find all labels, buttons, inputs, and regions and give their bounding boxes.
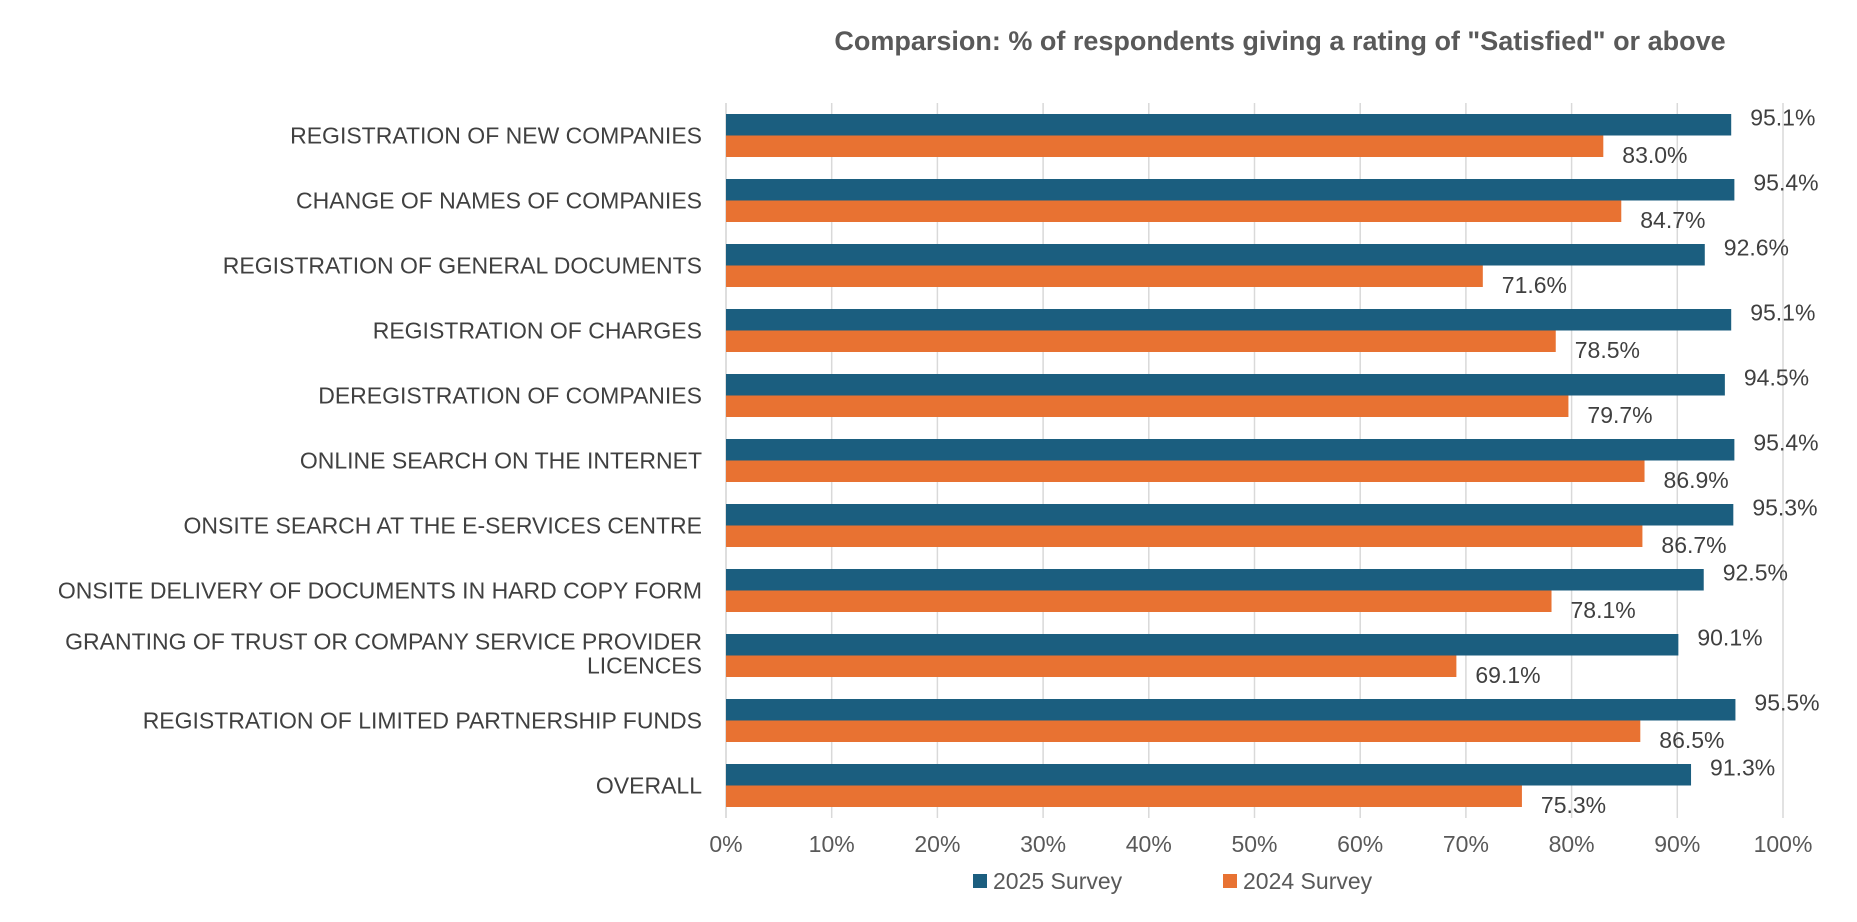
data-label: 95.1%: [1750, 300, 1815, 326]
bar-2024-survey: [726, 460, 1645, 482]
category-label: REGISTRATION OF CHARGES: [373, 318, 702, 344]
bar-2024-survey: [726, 525, 1643, 547]
bar-2024-survey: [726, 590, 1552, 612]
x-axis-tick-labels: 0% 10% 20% 30% 40% 50% 60% 70% 80% 90% 100%: [709, 831, 1812, 857]
bar-2024-survey: [726, 395, 1569, 417]
x-tick-label: 100%: [1754, 831, 1813, 857]
category-labels: REGISTRATION OF NEW COMPANIES CHANGE OF N…: [58, 123, 702, 799]
category-label: REGISTRATION OF LIMITED PARTNERSHIP FUND…: [143, 708, 702, 734]
data-label: 95.3%: [1752, 495, 1817, 521]
bar-2025-survey: [726, 309, 1732, 331]
bar-2025-survey: [726, 764, 1692, 786]
category-label: ONLINE SEARCH ON THE INTERNET: [300, 448, 702, 474]
category-label: OVERALL: [596, 773, 702, 799]
data-label: 90.1%: [1697, 625, 1762, 651]
data-label: 86.7%: [1661, 532, 1726, 558]
legend: 2025 Survey 2024 Survey: [973, 868, 1373, 894]
data-label: 95.5%: [1754, 690, 1819, 716]
data-label: 95.4%: [1753, 170, 1818, 196]
data-label: 91.3%: [1710, 755, 1775, 781]
category-label: LICENCES: [587, 653, 702, 679]
data-label: 95.4%: [1753, 430, 1818, 456]
legend-swatch: [973, 874, 987, 888]
bar-2024-survey: [726, 135, 1604, 157]
bar-2024-survey: [726, 720, 1641, 742]
category-label: DEREGISTRATION OF COMPANIES: [318, 383, 702, 409]
category-label: GRANTING OF TRUST OR COMPANY SERVICE PRO…: [65, 629, 702, 655]
category-label: ONSITE SEARCH AT THE E-SERVICES CENTRE: [184, 513, 702, 539]
data-label: 92.6%: [1724, 235, 1789, 261]
bar-2025-survey: [726, 439, 1735, 461]
bar-2024-survey: [726, 330, 1556, 352]
data-label: 83.0%: [1622, 142, 1687, 168]
x-tick-label: 10%: [809, 831, 855, 857]
x-tick-label: 30%: [1020, 831, 1066, 857]
x-tick-label: 60%: [1337, 831, 1383, 857]
x-tick-label: 40%: [1126, 831, 1172, 857]
category-label: CHANGE OF NAMES OF COMPANIES: [296, 188, 702, 214]
bar-2025-survey: [726, 569, 1704, 591]
bar-2025-survey: [726, 699, 1736, 721]
bar-2024-survey: [726, 785, 1522, 807]
data-label: 94.5%: [1744, 365, 1809, 391]
category-label: ONSITE DELIVERY OF DOCUMENTS IN HARD COP…: [58, 578, 702, 604]
x-tick-label: 70%: [1443, 831, 1489, 857]
data-label: 75.3%: [1541, 792, 1606, 818]
data-label: 86.9%: [1664, 467, 1729, 493]
bar-2025-survey: [726, 634, 1679, 656]
bar-2025-survey: [726, 504, 1734, 526]
bar-2024-survey: [726, 200, 1622, 222]
data-label: 84.7%: [1640, 207, 1705, 233]
bar-2025-survey: [726, 374, 1725, 396]
bar-2025-survey: [726, 244, 1705, 266]
data-label: 71.6%: [1502, 272, 1567, 298]
x-tick-label: 50%: [1231, 831, 1277, 857]
bar-2024-survey: [726, 265, 1483, 287]
data-label: 79.7%: [1587, 402, 1652, 428]
legend-label: 2024 Survey: [1243, 868, 1373, 894]
bars: [726, 114, 1736, 807]
x-tick-label: 80%: [1549, 831, 1595, 857]
data-labels: 95.1% 83.0% 95.4% 84.7% 92.6% 71.6% 95.1% 78.5%…: [1475, 105, 1819, 819]
data-label: 69.1%: [1475, 662, 1540, 688]
data-label: 86.5%: [1659, 727, 1724, 753]
x-tick-label: 0%: [709, 831, 742, 857]
x-tick-label: 90%: [1654, 831, 1700, 857]
bar-2025-survey: [726, 179, 1735, 201]
x-tick-label: 20%: [914, 831, 960, 857]
legend-swatch: [1223, 874, 1237, 888]
data-label: 78.5%: [1575, 337, 1640, 363]
chart-title: Comparsion: % of respondents giving a ra…: [834, 26, 1725, 56]
bar-2024-survey: [726, 655, 1457, 677]
category-label: REGISTRATION OF NEW COMPANIES: [290, 123, 702, 149]
data-label: 92.5%: [1723, 560, 1788, 586]
bar-2025-survey: [726, 114, 1732, 136]
data-label: 78.1%: [1571, 597, 1636, 623]
legend-label: 2025 Survey: [993, 868, 1123, 894]
data-label: 95.1%: [1750, 105, 1815, 131]
category-label: REGISTRATION OF GENERAL DOCUMENTS: [223, 253, 702, 279]
